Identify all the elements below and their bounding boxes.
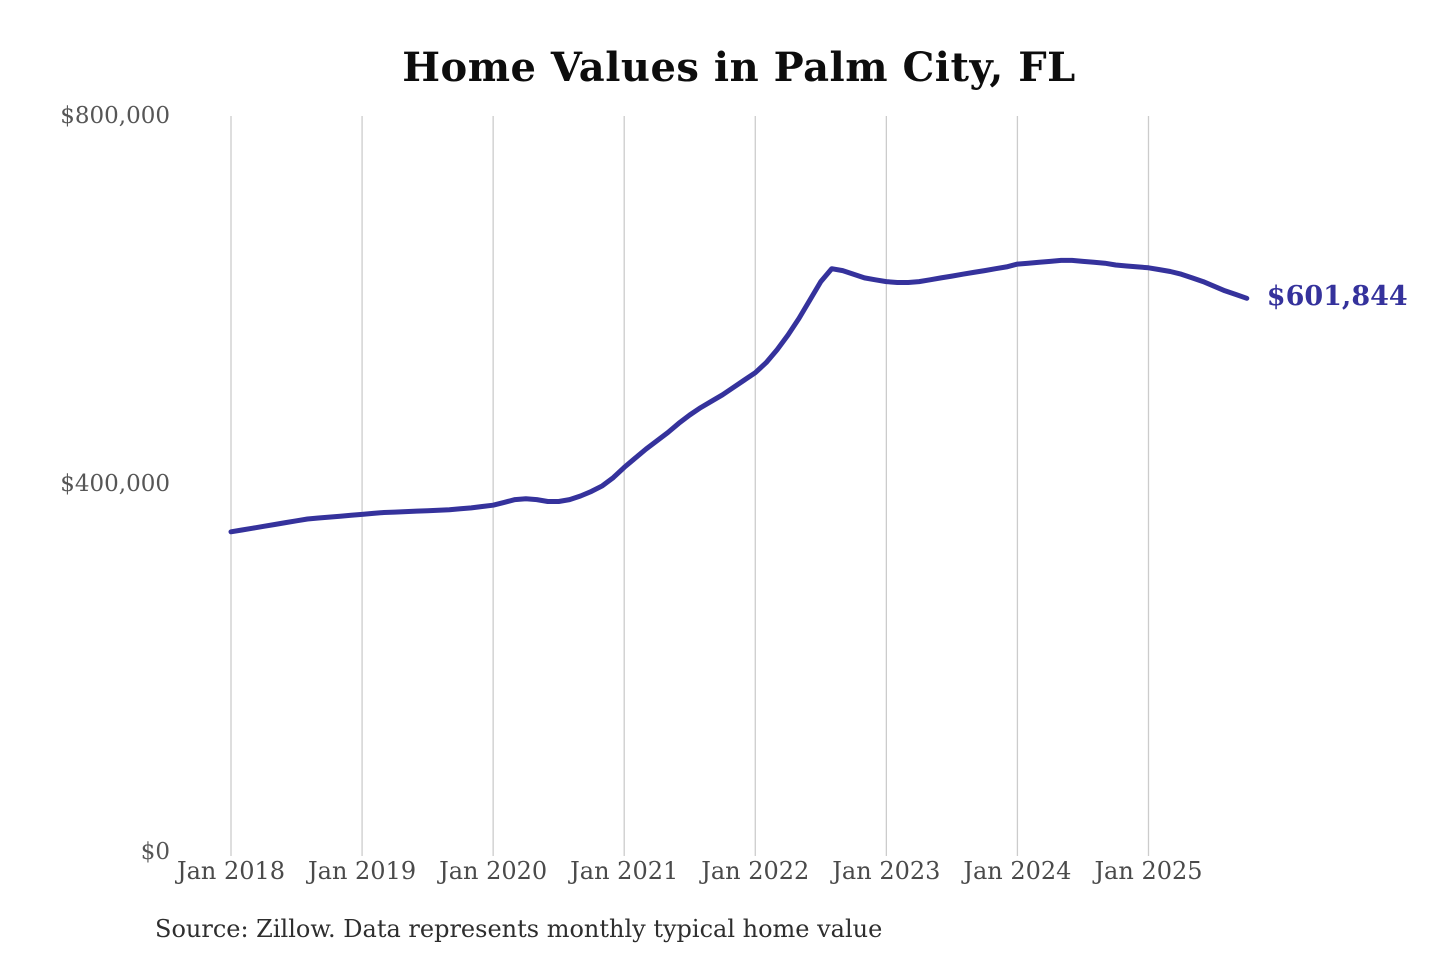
y-axis-label-400k: $400,000: [60, 471, 170, 497]
x-axis-label-2023: Jan 2023: [832, 857, 941, 885]
x-axis-label-2024: Jan 2024: [963, 857, 1072, 885]
source-note: Source: Zillow. Data represents monthly …: [155, 915, 883, 943]
x-axis-label-2022: Jan 2022: [701, 857, 810, 885]
x-axis-label-2025: Jan 2025: [1094, 857, 1203, 885]
latest-value-label: $601,844: [1266, 281, 1408, 313]
x-axis-label-2021: Jan 2021: [570, 857, 679, 885]
home-value-line: [228, 257, 1250, 535]
chart-title: Home Values in Palm City, FL: [402, 44, 1076, 91]
x-axis-label-2019: Jan 2019: [308, 857, 417, 885]
gridlines: [230, 116, 1150, 856]
x-axis-label-2018: Jan 2018: [176, 857, 286, 885]
y-axis-label-0: $0: [140, 839, 170, 865]
y-axis-label-800k: $800,000: [60, 103, 170, 129]
x-axis-label-2020: Jan 2020: [439, 857, 548, 885]
